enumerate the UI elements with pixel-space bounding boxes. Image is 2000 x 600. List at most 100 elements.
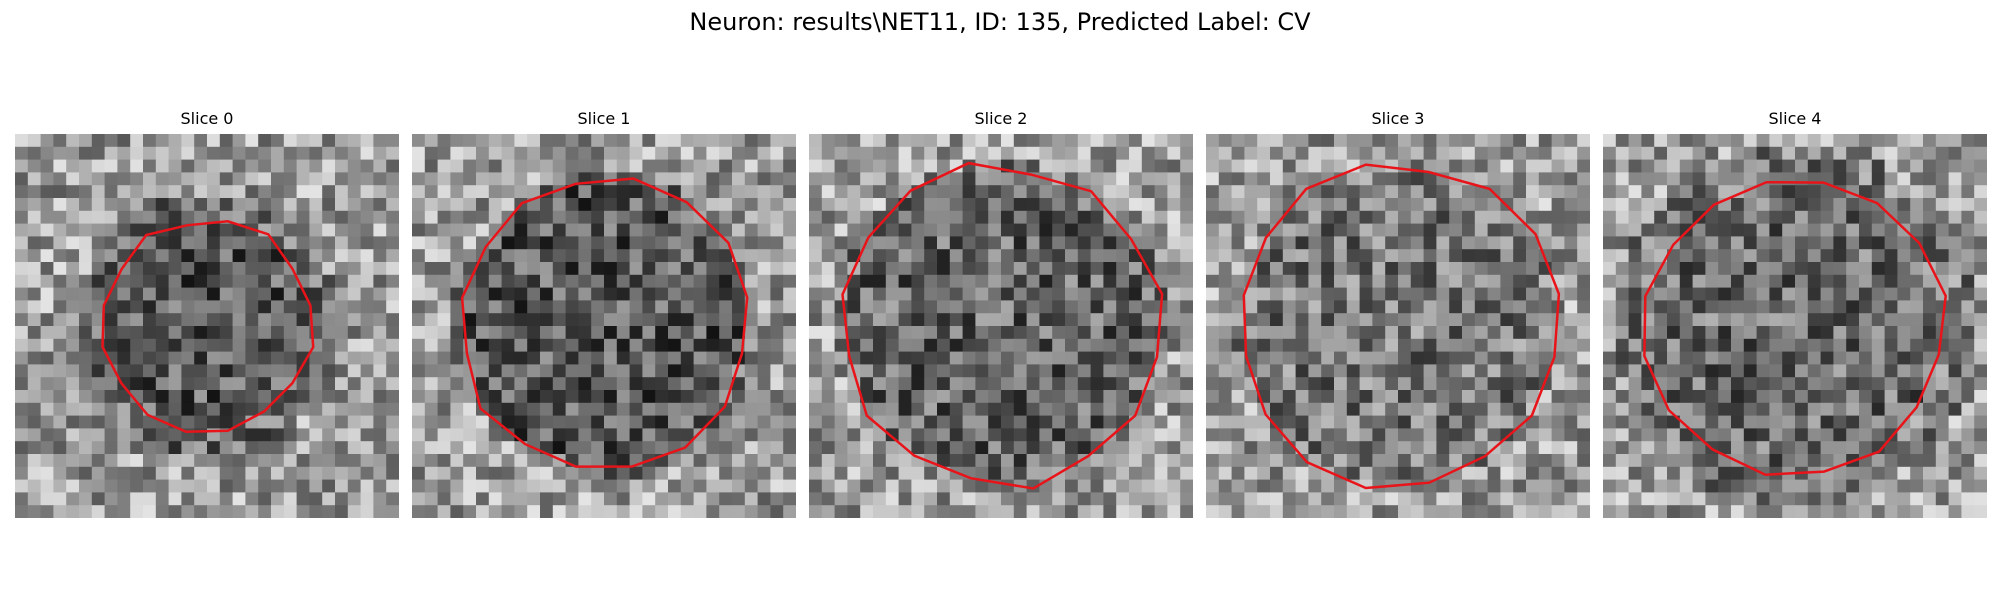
pixel-cell: [924, 223, 938, 237]
pixel-cell: [719, 300, 733, 314]
pixel-cell: [53, 236, 67, 250]
pixel-cell: [1462, 159, 1476, 173]
pixel-cell: [450, 249, 464, 263]
pixel-cell: [1474, 377, 1488, 391]
pixel-cell: [117, 198, 131, 212]
pixel-cell: [1603, 492, 1617, 506]
pixel-cell: [668, 351, 682, 365]
pixel-cell: [437, 402, 451, 416]
pixel-cell: [834, 146, 848, 160]
pixel-cell: [885, 454, 899, 468]
pixel-cell: [1167, 198, 1181, 212]
pixel-cell: [360, 466, 374, 480]
pixel-cell: [1603, 326, 1617, 340]
pixel-cell: [1897, 274, 1911, 288]
pixel-cell: [540, 466, 554, 480]
pixel-cell: [1795, 313, 1809, 327]
pixel-cell: [1141, 351, 1155, 365]
pixel-cell: [450, 338, 464, 352]
pixel-cell: [757, 236, 771, 250]
pixel-cell: [1731, 351, 1745, 365]
pixel-cell: [155, 364, 169, 378]
pixel-cell: [1897, 466, 1911, 480]
pixel-cell: [1334, 300, 1348, 314]
pixel-cell: [1654, 454, 1668, 468]
pixel-cell: [616, 364, 630, 378]
pixel-cell: [1077, 300, 1091, 314]
pixel-cell: [1692, 441, 1706, 455]
pixel-cell: [1359, 466, 1373, 480]
pixel-cell: [53, 313, 67, 327]
pixel-cell: [1346, 223, 1360, 237]
pixel-cell: [527, 146, 541, 160]
pixel-cell: [1282, 313, 1296, 327]
pixel-cell: [1154, 146, 1168, 160]
pixel-cell: [732, 441, 746, 455]
pixel-cell: [1654, 146, 1668, 160]
pixel-cell: [1218, 415, 1232, 429]
pixel-cell: [885, 146, 899, 160]
pixel-cell: [1308, 236, 1322, 250]
pixel-cell: [911, 377, 925, 391]
pixel-cell: [104, 505, 118, 518]
pixel-cell: [1628, 338, 1642, 352]
pixel-cell: [66, 505, 80, 518]
pixel-cell: [1065, 185, 1079, 199]
pixel-cell: [360, 479, 374, 493]
pixel-cell: [271, 454, 285, 468]
pixel-cell: [488, 262, 502, 276]
pixel-cell: [1718, 274, 1732, 288]
pixel-cell: [1244, 492, 1258, 506]
pixel-cell: [962, 441, 976, 455]
pixel-cell: [1013, 390, 1027, 404]
pixel-cell: [1897, 364, 1911, 378]
pixel-cell: [1948, 479, 1962, 493]
pixel-cell: [117, 300, 131, 314]
pixel-cell: [591, 185, 605, 199]
pixel-cell: [809, 300, 823, 314]
pixel-cell: [1398, 402, 1412, 416]
pixel-cell: [1001, 210, 1015, 224]
pixel-cell: [476, 172, 490, 186]
pixel-cell: [1270, 313, 1284, 327]
pixel-cell: [1180, 505, 1193, 518]
pixel-cell: [271, 505, 285, 518]
pixel-cell: [949, 223, 963, 237]
pixel-cell: [271, 236, 285, 250]
pixel-cell: [450, 466, 464, 480]
pixel-cell: [565, 210, 579, 224]
pixel-cell: [1846, 466, 1860, 480]
pixel-cell: [1884, 326, 1898, 340]
pixel-cell: [1807, 364, 1821, 378]
pixel-cell: [1551, 249, 1565, 263]
pixel-cell: [1141, 300, 1155, 314]
pixel-cell: [245, 262, 259, 276]
pixel-cell: [1116, 159, 1130, 173]
pixel-cell: [53, 262, 67, 276]
pixel-cell: [347, 210, 361, 224]
pixel-cell: [1756, 415, 1770, 429]
pixel-cell: [655, 210, 669, 224]
pixel-cell: [1961, 377, 1975, 391]
pixel-cell: [91, 492, 105, 506]
pixel-cell: [847, 326, 861, 340]
pixel-cell: [1346, 338, 1360, 352]
pixel-cell: [1013, 402, 1027, 416]
pixel-cell: [1129, 313, 1143, 327]
pixel-cell: [911, 466, 925, 480]
pixel-cell: [860, 159, 874, 173]
pixel-cell: [668, 223, 682, 237]
pixel-cell: [463, 313, 477, 327]
pixel-cell: [1577, 223, 1590, 237]
pixel-cell: [770, 326, 784, 340]
pixel-cell: [347, 441, 361, 455]
pixel-cell: [245, 479, 259, 493]
pixel-cell: [847, 479, 861, 493]
pixel-cell: [1026, 338, 1040, 352]
pixel-cell: [1334, 338, 1348, 352]
pixel-cell: [1167, 505, 1181, 518]
pixel-cell: [1257, 198, 1271, 212]
pixel-cell: [732, 415, 746, 429]
pixel-cell: [1129, 326, 1143, 340]
pixel-cell: [962, 146, 976, 160]
